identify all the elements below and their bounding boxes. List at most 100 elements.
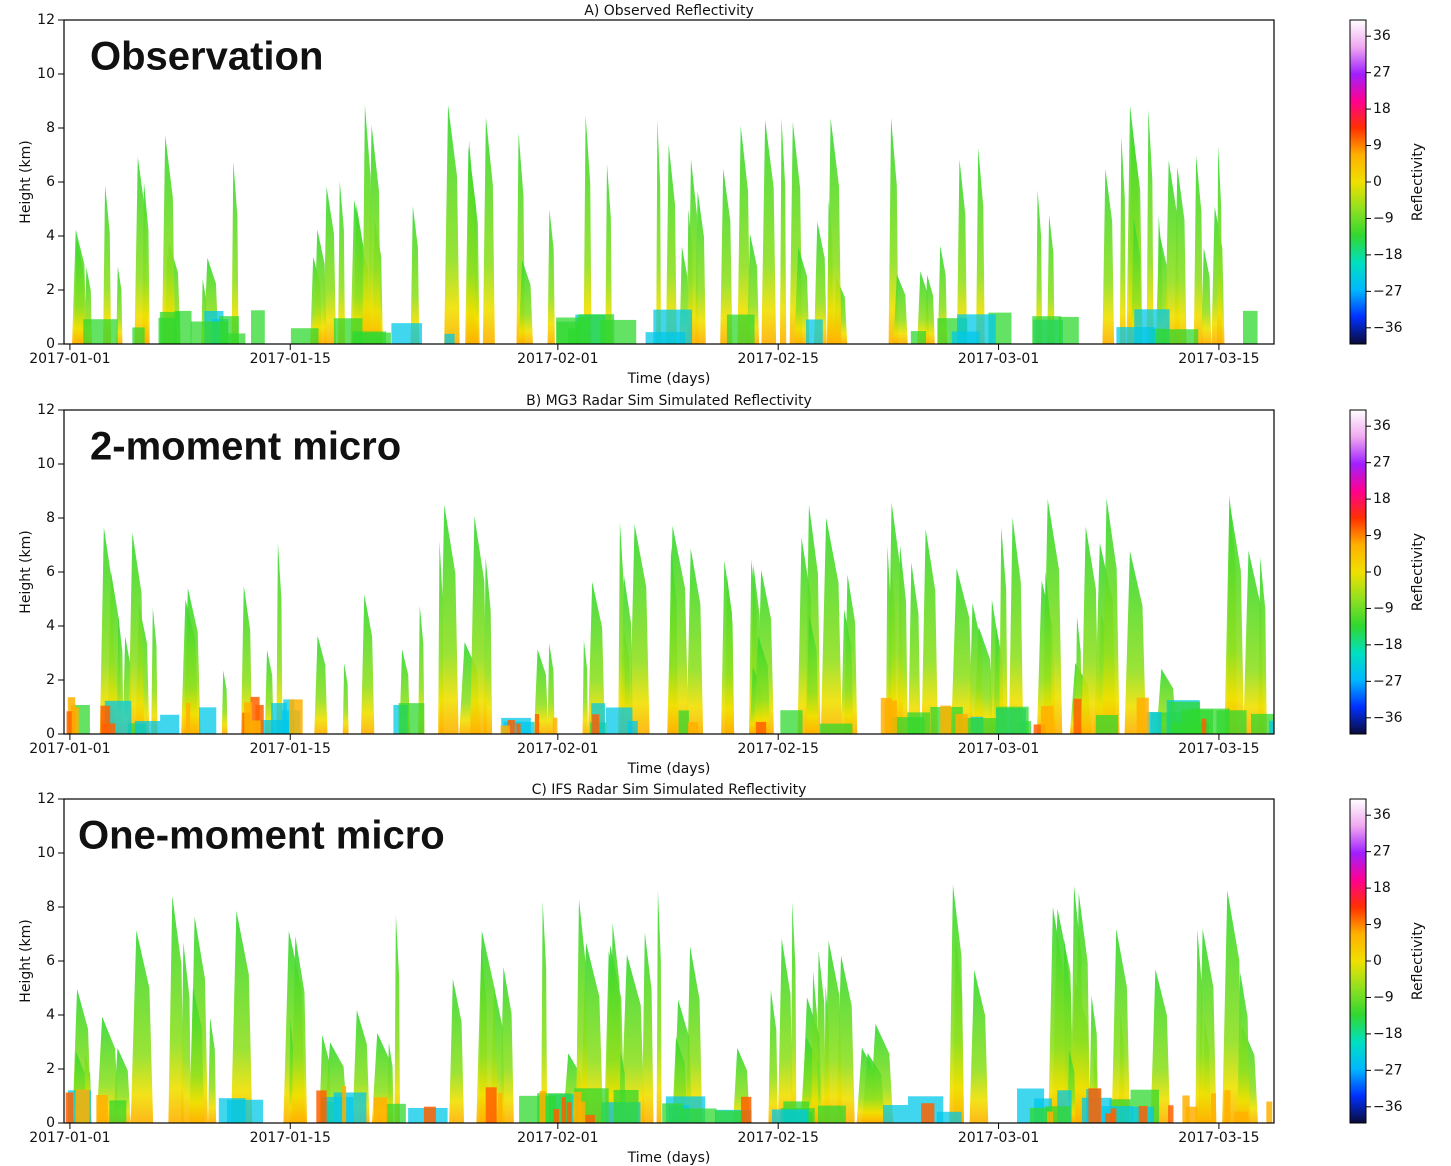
y-tick-label: 8 bbox=[46, 120, 55, 136]
field-low bbox=[727, 315, 755, 344]
field-low bbox=[354, 333, 391, 344]
colorbar-tick-label: −18 bbox=[1373, 637, 1403, 653]
colorbar bbox=[1350, 799, 1366, 1123]
field-rain bbox=[1202, 719, 1207, 734]
panel: C) IFS Radar Sim Simulated ReflectivityO… bbox=[18, 782, 1426, 1166]
field-rain bbox=[585, 1115, 595, 1123]
colorbar-tick-label: 9 bbox=[1373, 917, 1382, 933]
colorbar-label: Reflectivity bbox=[1410, 533, 1426, 611]
field-column bbox=[1102, 169, 1114, 344]
y-tick-label: 12 bbox=[37, 791, 55, 807]
field-low bbox=[911, 331, 926, 344]
field-low bbox=[780, 710, 802, 734]
field-low bbox=[820, 724, 853, 734]
field-rain bbox=[1266, 1102, 1272, 1123]
colorbar-tick-label: 36 bbox=[1373, 28, 1391, 44]
field-rain bbox=[1088, 1088, 1101, 1123]
field-column bbox=[908, 562, 920, 734]
field-rain bbox=[562, 1097, 566, 1123]
field-rain bbox=[374, 1097, 387, 1123]
field-low bbox=[996, 707, 1028, 734]
field-low bbox=[135, 721, 160, 734]
field-column bbox=[618, 522, 625, 734]
panel: B) MG3 Radar Sim Simulated Reflectivity 2… bbox=[18, 393, 1426, 777]
field-column bbox=[778, 939, 793, 1123]
field-low bbox=[578, 314, 614, 344]
field-column bbox=[1120, 136, 1126, 344]
colorbar-tick-label: 9 bbox=[1373, 138, 1382, 154]
field-low bbox=[653, 310, 692, 344]
field-low bbox=[662, 1103, 683, 1123]
field-rain bbox=[498, 1093, 502, 1123]
field-rain bbox=[535, 714, 539, 734]
field-low bbox=[199, 707, 216, 734]
colorbar-tick-label: 0 bbox=[1373, 953, 1382, 969]
colorbar-tick-label: 9 bbox=[1373, 528, 1382, 544]
colorbar-tick-label: −9 bbox=[1373, 210, 1394, 226]
annotation: 2-moment micro bbox=[90, 425, 401, 469]
field-low bbox=[1162, 329, 1198, 344]
annotation: One-moment micro bbox=[78, 814, 445, 858]
x-tick-label: 2017-02-15 bbox=[738, 351, 819, 367]
colorbar-tick-label: −36 bbox=[1373, 320, 1403, 336]
field-low bbox=[444, 334, 454, 344]
field-rain bbox=[1182, 1095, 1189, 1123]
field-column bbox=[483, 117, 495, 344]
x-tick-label: 2017-03-15 bbox=[1178, 351, 1259, 367]
field-rain bbox=[955, 714, 967, 734]
field-column bbox=[314, 636, 327, 734]
field-column bbox=[135, 157, 148, 344]
field-low bbox=[227, 1100, 263, 1123]
field bbox=[72, 105, 1257, 344]
x-tick-label: 2017-01-15 bbox=[250, 741, 331, 757]
colorbar-tick-label: −9 bbox=[1373, 989, 1394, 1005]
panel: A) Observed ReflectivityObservationTime … bbox=[18, 3, 1426, 387]
y-axis-label: Height (km) bbox=[18, 140, 34, 223]
colorbar-tick-label: −18 bbox=[1373, 1026, 1403, 1042]
field-rain bbox=[940, 706, 951, 734]
colorbar-tick-label: 18 bbox=[1373, 491, 1391, 507]
panel-title: B) MG3 Radar Sim Simulated Reflectivity bbox=[526, 393, 812, 409]
field-column bbox=[1217, 146, 1222, 344]
field-column bbox=[824, 941, 842, 1123]
field-low bbox=[109, 1100, 126, 1123]
field-column bbox=[949, 884, 964, 1123]
colorbar-label: Reflectivity bbox=[1410, 922, 1426, 1000]
field-rain bbox=[567, 1102, 572, 1123]
field-column bbox=[1194, 156, 1203, 344]
field bbox=[67, 495, 1296, 734]
x-tick-label: 2017-01-01 bbox=[29, 1130, 110, 1146]
field-rain bbox=[424, 1107, 436, 1123]
field-rain bbox=[1041, 706, 1054, 734]
field bbox=[66, 884, 1273, 1123]
colorbar-tick-label: −18 bbox=[1373, 247, 1403, 263]
field-low bbox=[1116, 327, 1155, 344]
field-rain bbox=[756, 722, 766, 734]
y-tick-label: 0 bbox=[46, 336, 55, 352]
field-low bbox=[952, 331, 980, 344]
y-tick-label: 12 bbox=[37, 402, 55, 418]
field-rain bbox=[688, 722, 698, 734]
field-column bbox=[362, 105, 372, 344]
field-low bbox=[386, 1104, 406, 1123]
field-column bbox=[1112, 929, 1130, 1123]
field-low bbox=[1269, 721, 1295, 734]
colorbar-tick-label: 18 bbox=[1373, 880, 1391, 896]
field-column bbox=[343, 663, 349, 734]
colorbar-tick-label: −27 bbox=[1373, 1062, 1403, 1078]
field-low bbox=[883, 1105, 908, 1123]
x-tick-label: 2017-02-01 bbox=[517, 351, 598, 367]
y-tick-label: 4 bbox=[46, 228, 55, 244]
colorbar-tick-label: 27 bbox=[1373, 65, 1391, 81]
field-rain bbox=[1224, 1090, 1230, 1123]
x-tick-label: 2017-03-01 bbox=[958, 1130, 1039, 1146]
field-low bbox=[679, 710, 689, 734]
x-axis-label: Time (days) bbox=[627, 371, 711, 387]
y-tick-label: 10 bbox=[37, 456, 55, 472]
x-tick-label: 2017-03-01 bbox=[958, 741, 1039, 757]
field-rain bbox=[1168, 1105, 1173, 1123]
field-column bbox=[721, 561, 734, 734]
field-low bbox=[1032, 316, 1061, 344]
field-low bbox=[1251, 714, 1280, 734]
